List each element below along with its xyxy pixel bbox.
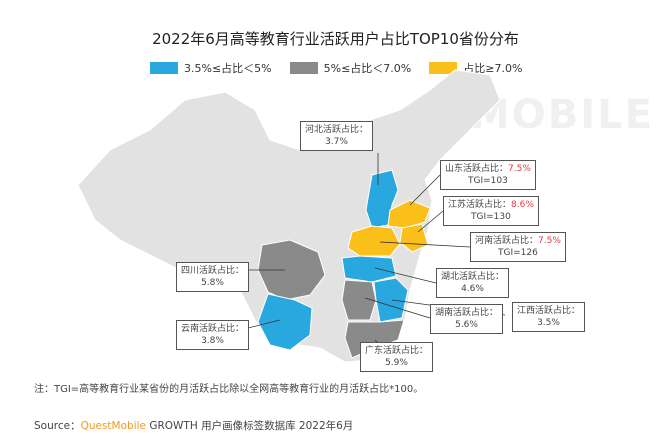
label-guangdong: 广东活跃占比： 5.9%	[360, 342, 434, 372]
source-line: Source：QuestMobile GROWTH 用户画像标签数据库 2022…	[34, 418, 353, 433]
legend-label: 5%≤占比＜7.0%	[323, 62, 412, 75]
label-jiangsu: 江苏活跃占比：8.6% TGI=130	[443, 196, 539, 226]
province-henan	[347, 225, 401, 257]
label-text: 云南活跃占比：	[181, 324, 245, 334]
label-tgi: TGI=126	[498, 248, 538, 258]
label-tgi: TGI=130	[471, 212, 511, 222]
label-value: 5.6%	[455, 320, 478, 330]
source-brand: QuestMobile	[80, 420, 146, 432]
label-value: 5.9%	[385, 358, 408, 368]
label-tgi: TGI=103	[468, 176, 508, 186]
province-hubei	[341, 255, 397, 283]
label-value: 3.5%	[537, 318, 560, 328]
label-value: 7.5%	[538, 236, 561, 246]
label-text: 江苏活跃占比：	[448, 200, 512, 210]
legend: 3.5%≤占比＜5% 5%≤占比＜7.0% 占比≥7.0%	[150, 60, 522, 76]
label-text: 山东活跃占比：	[445, 164, 509, 174]
label-jiangxi: 江西活跃占比： 3.5%	[512, 302, 586, 332]
province-shandong	[387, 199, 431, 229]
province-sichuan	[257, 239, 326, 301]
label-text: 湖北活跃占比：	[441, 272, 505, 282]
label-hunan: 湖南活跃占比： 5.6%	[430, 304, 504, 334]
legend-item-mid: 5%≤占比＜7.0%	[289, 60, 412, 76]
legend-swatch	[429, 62, 458, 74]
source-prefix: Source：	[34, 420, 81, 432]
label-text: 湖南活跃占比：	[435, 308, 499, 318]
label-text: 河南活跃占比：	[475, 236, 539, 246]
legend-swatch	[289, 62, 318, 74]
label-value: 8.6%	[511, 200, 534, 210]
legend-item-low: 3.5%≤占比＜5%	[150, 60, 272, 76]
legend-item-high: 占比≥7.0%	[429, 60, 522, 76]
label-sichuan: 四川活跃占比： 5.8%	[176, 262, 250, 292]
label-yunnan: 云南活跃占比： 3.8%	[176, 320, 250, 350]
footnote: 注：TGI=高等教育行业某省份的月活跃占比除以全网高等教育行业的月活跃占比*10…	[34, 384, 424, 395]
province-jiangsu	[399, 223, 429, 253]
label-value: 4.6%	[461, 284, 484, 294]
label-henan: 河南活跃占比：7.5% TGI=126	[470, 232, 566, 262]
label-text: 河北活跃占比：	[305, 125, 369, 135]
label-value: 5.8%	[201, 278, 224, 288]
label-value: 3.7%	[325, 137, 348, 147]
chart-title: 2022年6月高等教育行业活跃用户占比TOP10省份分布	[152, 30, 519, 48]
label-value: 3.8%	[201, 336, 224, 346]
label-value: 7.5%	[508, 164, 531, 174]
label-hebei: 河北活跃占比： 3.7%	[300, 121, 374, 151]
label-hubei: 湖北活跃占比： 4.6%	[436, 268, 510, 298]
label-text: 江西活跃占比：	[517, 306, 581, 316]
legend-swatch	[150, 62, 178, 74]
label-text: 四川活跃占比：	[181, 266, 245, 276]
label-text: 广东活跃占比：	[365, 346, 429, 356]
legend-label: 占比≥7.0%	[463, 62, 523, 75]
province-yunnan	[257, 293, 313, 351]
province-jiangxi	[373, 277, 409, 323]
source-text: GROWTH 用户画像标签数据库 2022年6月	[149, 420, 354, 432]
province-hunan	[341, 279, 377, 321]
legend-label: 3.5%≤占比＜5%	[184, 62, 272, 75]
label-shandong: 山东活跃占比：7.5% TGI=103	[440, 160, 536, 190]
